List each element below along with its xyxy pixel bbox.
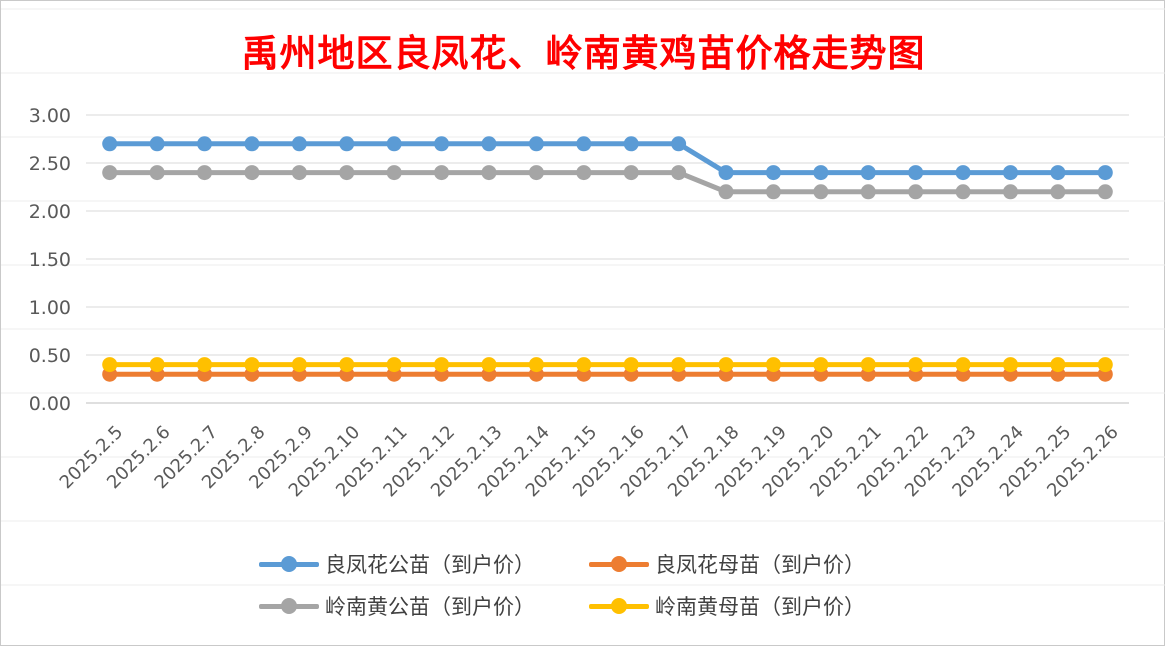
data-point	[386, 136, 402, 152]
data-point	[1050, 184, 1066, 200]
data-point	[244, 136, 260, 152]
data-point	[718, 357, 734, 373]
data-point	[244, 165, 260, 181]
legend-label: 岭南黄母苗（到户价）	[655, 595, 865, 619]
data-point	[528, 357, 544, 373]
data-point	[765, 165, 781, 181]
data-point	[908, 357, 924, 373]
data-point	[102, 165, 118, 181]
data-point	[908, 165, 924, 181]
data-point	[197, 357, 213, 373]
data-point	[671, 357, 687, 373]
data-point	[623, 165, 639, 181]
legend-label: 良凤花公苗（到户价）	[325, 553, 535, 577]
data-point	[244, 357, 260, 373]
data-point	[765, 357, 781, 373]
data-point	[1097, 165, 1113, 181]
data-point	[528, 165, 544, 181]
y-tick-label: 1.50	[29, 249, 71, 271]
data-point	[955, 357, 971, 373]
legend-item: 良凤花母苗（到户价）	[589, 549, 865, 579]
data-point	[813, 184, 829, 200]
data-point	[291, 136, 307, 152]
data-point	[434, 357, 450, 373]
data-point	[339, 357, 355, 373]
data-point	[291, 357, 307, 373]
data-point	[197, 136, 213, 152]
y-tick-label: 2.50	[29, 153, 71, 175]
legend-label: 岭南黄公苗（到户价）	[325, 595, 535, 619]
data-point	[1097, 184, 1113, 200]
data-point	[718, 165, 734, 181]
chart-title: 禹州地区良凤花、岭南黄鸡苗价格走势图	[241, 31, 926, 75]
data-point	[197, 165, 213, 181]
series-line	[107, 170, 1108, 195]
data-point	[1002, 165, 1018, 181]
data-point	[102, 136, 118, 152]
data-point	[813, 357, 829, 373]
data-point	[1050, 357, 1066, 373]
data-point	[386, 357, 402, 373]
legend-item: 岭南黄母苗（到户价）	[589, 591, 865, 621]
data-point	[860, 184, 876, 200]
data-point	[576, 136, 592, 152]
data-point	[765, 184, 781, 200]
data-point	[718, 184, 734, 200]
data-point	[339, 136, 355, 152]
data-point	[481, 136, 497, 152]
data-point	[576, 357, 592, 373]
data-point	[1050, 165, 1066, 181]
data-point	[434, 136, 450, 152]
data-point	[481, 357, 497, 373]
data-point	[955, 165, 971, 181]
data-point	[623, 136, 639, 152]
legend-item: 良凤花公苗（到户价）	[259, 549, 535, 579]
data-point	[434, 165, 450, 181]
data-point	[813, 165, 829, 181]
legend-swatch	[589, 598, 649, 614]
data-point	[623, 357, 639, 373]
data-point	[339, 165, 355, 181]
y-tick-label: 2.00	[29, 201, 71, 223]
data-point	[1097, 357, 1113, 373]
data-point	[955, 184, 971, 200]
data-point	[671, 136, 687, 152]
data-point	[908, 184, 924, 200]
y-tick-label: 3.00	[29, 105, 71, 127]
data-point	[576, 165, 592, 181]
data-point	[1002, 357, 1018, 373]
data-point	[860, 165, 876, 181]
data-point	[386, 165, 402, 181]
legend-swatch	[589, 556, 649, 572]
data-point	[149, 165, 165, 181]
y-tick-label: 0.50	[29, 345, 71, 367]
data-point	[860, 357, 876, 373]
data-point	[481, 165, 497, 181]
data-point	[528, 136, 544, 152]
data-point	[1002, 184, 1018, 200]
legend-swatch	[259, 556, 319, 572]
series-2	[102, 165, 1113, 200]
data-point	[149, 136, 165, 152]
data-point	[671, 165, 687, 181]
data-point	[291, 165, 307, 181]
y-tick-label: 0.00	[29, 393, 71, 415]
legend-swatch	[259, 598, 319, 614]
legend-label: 良凤花母苗（到户价）	[655, 553, 865, 577]
data-point	[149, 357, 165, 373]
legend-item: 岭南黄公苗（到户价）	[259, 591, 535, 621]
y-tick-label: 1.00	[29, 297, 71, 319]
series-0	[102, 136, 1113, 181]
series-line	[107, 141, 1108, 176]
series-3	[102, 357, 1113, 373]
data-point	[102, 357, 118, 373]
